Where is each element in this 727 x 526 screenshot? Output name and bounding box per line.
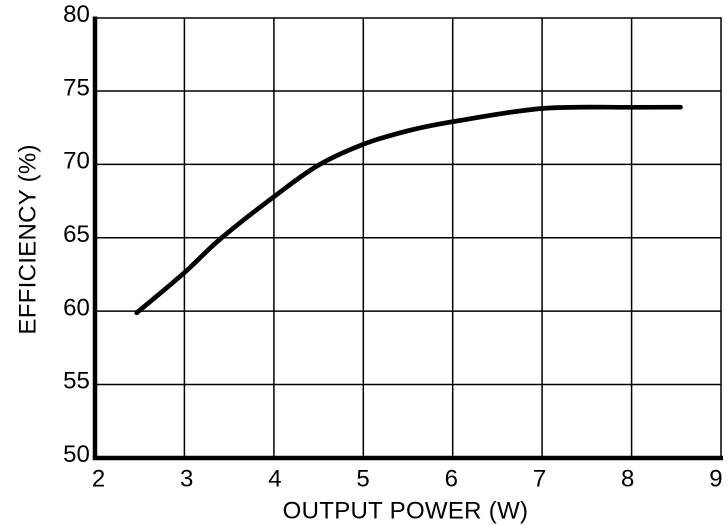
- svg-text:80: 80: [63, 1, 90, 28]
- svg-text:8: 8: [621, 466, 634, 493]
- svg-text:EFFICIENCY (%): EFFICIENCY (%): [14, 144, 41, 334]
- svg-text:6: 6: [445, 466, 458, 493]
- svg-text:7: 7: [533, 466, 546, 493]
- svg-text:2: 2: [92, 466, 105, 493]
- svg-text:70: 70: [63, 148, 90, 175]
- svg-text:75: 75: [63, 74, 90, 101]
- svg-text:4: 4: [268, 466, 281, 493]
- svg-text:5: 5: [356, 466, 369, 493]
- svg-text:55: 55: [63, 368, 90, 395]
- svg-text:3: 3: [180, 466, 193, 493]
- svg-text:65: 65: [63, 221, 90, 248]
- svg-text:OUTPUT POWER (W): OUTPUT POWER (W): [283, 497, 529, 524]
- svg-text:50: 50: [63, 441, 90, 468]
- svg-text:60: 60: [63, 294, 90, 321]
- svg-text:9: 9: [709, 466, 722, 493]
